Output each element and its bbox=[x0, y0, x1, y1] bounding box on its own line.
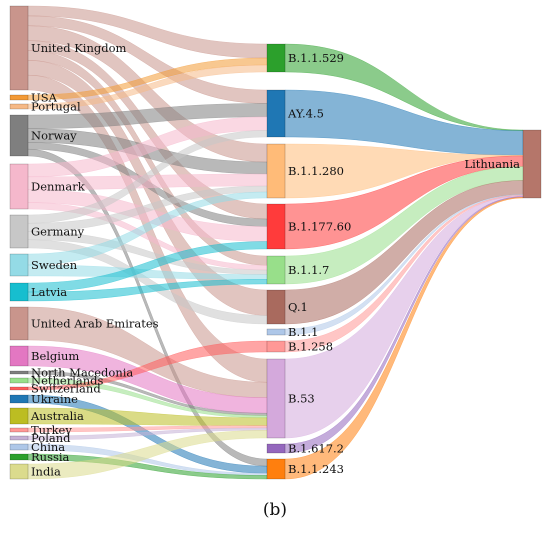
label-b-1-1-7: B.1.1.7 bbox=[288, 263, 329, 277]
label-north-macedonia: North Macedonia bbox=[31, 366, 133, 380]
node-india bbox=[9, 463, 29, 480]
node-united-arab-emirates bbox=[9, 306, 29, 341]
node-b-1-1-529 bbox=[266, 43, 286, 73]
node-denmark bbox=[9, 163, 29, 210]
node-portugal bbox=[9, 103, 29, 110]
node-ukraine bbox=[9, 394, 29, 404]
label-india: India bbox=[31, 465, 61, 479]
label-sweden: Sweden bbox=[31, 258, 78, 272]
label-germany: Germany bbox=[31, 225, 85, 239]
node-north-macedonia bbox=[9, 370, 29, 375]
node-latvia bbox=[9, 282, 29, 302]
label-china: China bbox=[31, 440, 65, 454]
node-ay-4-5 bbox=[266, 89, 286, 138]
node-australia bbox=[9, 407, 29, 425]
label-b-1-258: B.1.258 bbox=[288, 340, 333, 354]
label-b-1-617-2: B.1.617.2 bbox=[288, 442, 344, 456]
node-b-1-1-243 bbox=[266, 458, 286, 480]
node-netherlands bbox=[9, 377, 29, 384]
node-b-1-258 bbox=[266, 340, 286, 353]
label-united-arab-emirates: United Arab Emirates bbox=[31, 317, 159, 331]
node-switzerland bbox=[9, 386, 29, 391]
node-poland bbox=[9, 435, 29, 441]
node-belgium bbox=[9, 345, 29, 367]
label-russia: Russia bbox=[31, 450, 70, 464]
label-united-kingdom: United Kingdom bbox=[31, 41, 127, 55]
label-ay-4-5: AY.4.5 bbox=[287, 107, 324, 121]
node-b-53 bbox=[266, 358, 286, 439]
label-switzerland: Switzerland bbox=[31, 382, 101, 396]
node-b-1-177-60 bbox=[266, 203, 286, 250]
node-usa bbox=[9, 94, 29, 101]
label-belgium: Belgium bbox=[31, 349, 79, 363]
node-sweden bbox=[9, 253, 29, 277]
label-denmark: Denmark bbox=[31, 180, 86, 194]
label-b-1-1-529: B.1.1.529 bbox=[288, 51, 344, 65]
label-b-1-1: B.1.1 bbox=[288, 325, 318, 339]
label-b-1-1-243: B.1.1.243 bbox=[288, 462, 344, 476]
figure-caption: (b) bbox=[262, 500, 288, 520]
node-united-kingdom bbox=[9, 5, 29, 91]
link-germany-to-ay-4-5 bbox=[27, 130, 268, 224]
label-ukraine: Ukraine bbox=[31, 392, 78, 406]
node-norway bbox=[9, 114, 29, 157]
label-netherlands: Netherlands bbox=[31, 374, 104, 388]
node-russia bbox=[9, 453, 29, 461]
node-b-1-1 bbox=[266, 328, 286, 336]
node-china bbox=[9, 443, 29, 451]
node-lithuania bbox=[522, 129, 542, 199]
label-turkey: Turkey bbox=[31, 423, 72, 437]
label-australia: Australia bbox=[30, 409, 84, 423]
node-germany bbox=[9, 214, 29, 249]
nodes bbox=[9, 5, 542, 480]
label-b-53: B.53 bbox=[288, 392, 315, 406]
label-usa: USA bbox=[31, 91, 58, 105]
node-b-1-617-2 bbox=[266, 443, 286, 454]
label-portugal: Portugal bbox=[31, 100, 81, 114]
label-lithuania: Lithuania bbox=[464, 157, 520, 171]
label-norway: Norway bbox=[31, 129, 77, 143]
node-q-1 bbox=[266, 289, 286, 325]
label-b-1-177-60: B.1.177.60 bbox=[288, 220, 351, 234]
node-b-1-1-7 bbox=[266, 255, 286, 285]
node-b-1-1-280 bbox=[266, 143, 286, 199]
label-poland: Poland bbox=[31, 431, 71, 445]
label-latvia: Latvia bbox=[31, 285, 67, 299]
node-turkey bbox=[9, 427, 29, 433]
flow-links bbox=[27, 5, 524, 480]
label-q-1: Q.1 bbox=[288, 300, 308, 314]
label-b-1-1-280: B.1.1.280 bbox=[288, 164, 344, 178]
